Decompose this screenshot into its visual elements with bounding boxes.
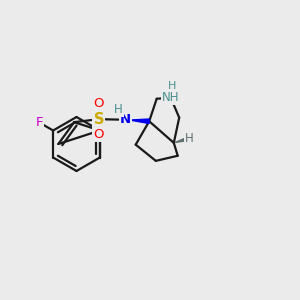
Polygon shape bbox=[175, 136, 190, 142]
Text: S: S bbox=[94, 112, 104, 127]
Text: F: F bbox=[36, 116, 44, 129]
Text: O: O bbox=[94, 128, 104, 141]
Text: O: O bbox=[94, 124, 105, 137]
Text: O: O bbox=[94, 97, 104, 110]
Text: N: N bbox=[120, 113, 131, 126]
Text: H: H bbox=[114, 103, 123, 116]
Text: H: H bbox=[185, 132, 194, 145]
Text: NH: NH bbox=[162, 92, 180, 104]
Polygon shape bbox=[130, 119, 149, 124]
Text: H: H bbox=[168, 82, 176, 92]
